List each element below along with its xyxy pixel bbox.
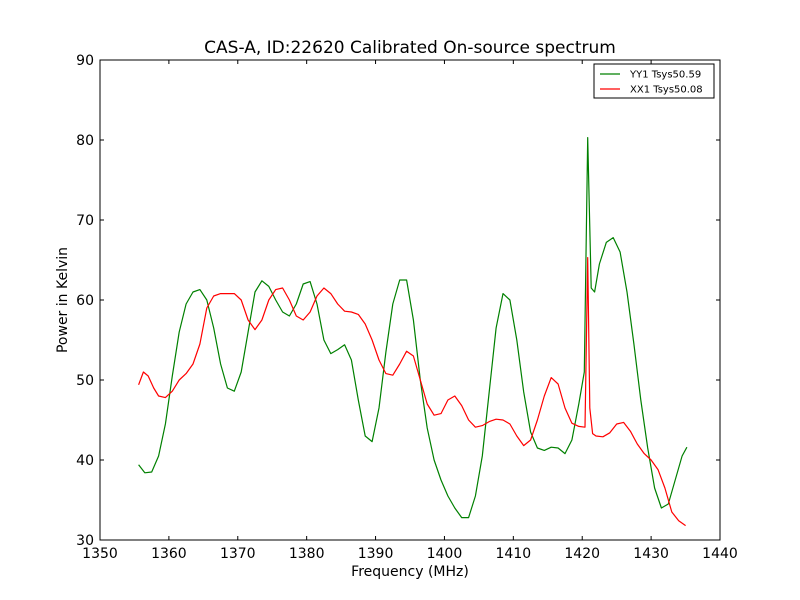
legend-label-0: YY1 Tsys50.59 [629, 70, 701, 81]
chart-title: CAS-A, ID:22620 Calibrated On-source spe… [204, 38, 616, 58]
y-tick-label: 60 [76, 293, 94, 309]
x-tick-label: 1360 [151, 546, 187, 562]
x-tick-label: 1350 [82, 546, 118, 562]
y-axis-label: Power in Kelvin [55, 247, 71, 353]
x-tick-label: 1400 [427, 546, 463, 562]
x-tick-label: 1440 [702, 546, 738, 562]
plot-lines [138, 137, 688, 527]
legend-label-1: XX1 Tsys50.08 [630, 85, 703, 96]
x-tick-label: 1390 [358, 546, 394, 562]
series-line-1 [138, 257, 686, 527]
y-tick-label: 90 [76, 53, 94, 69]
x-tick-label: 1380 [289, 546, 325, 562]
x-tick-label: 1430 [633, 546, 669, 562]
x-axis-label: Frequency (MHz) [351, 564, 469, 580]
y-tick-label: 50 [76, 373, 94, 389]
axis-ticks: 1350 1360 1370 1380 1390 1400 1410 1420 1430 1440… [76, 53, 738, 562]
x-tick-label: 1410 [496, 546, 532, 562]
y-tick-label: 30 [76, 533, 94, 549]
y-tick-label: 40 [76, 453, 94, 469]
legend-box [593, 63, 715, 99]
legend: YY1 Tsys50.59 XX1 Tsys50.08 [593, 63, 715, 99]
y-tick-label: 80 [76, 133, 94, 149]
x-tick-label: 1370 [220, 546, 256, 562]
x-tick-label: 1420 [564, 546, 600, 562]
y-tick-label: 70 [76, 213, 94, 229]
